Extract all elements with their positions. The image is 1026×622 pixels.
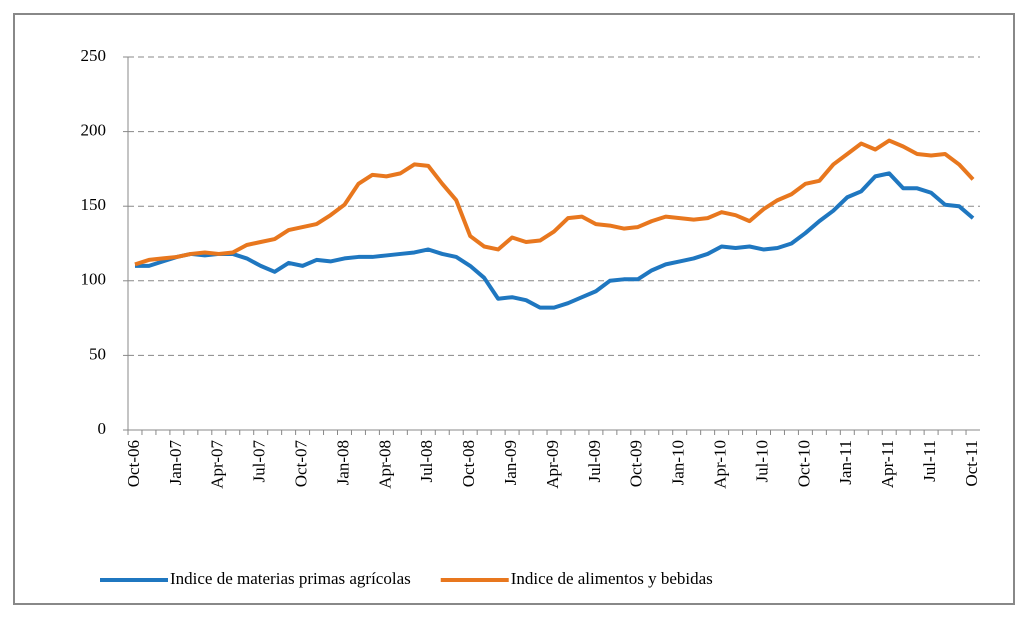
x-tick-label: Apr-09: [543, 440, 562, 489]
y-tick-label: 200: [81, 121, 107, 140]
x-tick-label: Apr-10: [711, 440, 730, 489]
x-tick-label: Jan-08: [333, 440, 352, 485]
x-tick-label: Jul-09: [585, 440, 604, 483]
x-tick-label: Oct-11: [962, 440, 981, 487]
x-tick-label: Apr-11: [878, 440, 897, 488]
x-tick-label: Oct-08: [459, 440, 478, 487]
series-line: [134, 138, 975, 267]
x-tick-label: Apr-08: [375, 440, 394, 489]
y-tick-label: 0: [98, 419, 107, 438]
x-tick-label: Jan-09: [501, 440, 520, 485]
chart-frame: [13, 13, 1015, 605]
x-tick-label: Jan-11: [836, 440, 855, 485]
x-tick-label: Apr-07: [208, 440, 227, 489]
x-tick-label: Oct-06: [124, 440, 143, 487]
y-tick-label: 100: [81, 270, 107, 289]
legend-label: Indice de alimentos y bebidas: [511, 569, 713, 588]
x-tick-label: Oct-10: [794, 440, 813, 487]
y-tick-label: 50: [89, 344, 106, 363]
x-tick-label: Oct-09: [627, 440, 646, 487]
x-tick-label: Jul-10: [752, 440, 771, 483]
legend-label: Indice de materias primas agrícolas: [170, 569, 411, 588]
y-tick-label: 150: [81, 195, 107, 214]
x-tick-label: Jul-08: [417, 440, 436, 483]
x-tick-label: Jul-07: [250, 440, 269, 483]
y-tick-label: 250: [81, 46, 107, 65]
x-tick-label: Oct-07: [291, 440, 310, 488]
x-tick-label: Jan-10: [669, 440, 688, 485]
x-tick-label: Jan-07: [166, 440, 185, 486]
series-line: [134, 171, 975, 310]
x-tick-label: Jul-11: [920, 440, 939, 482]
